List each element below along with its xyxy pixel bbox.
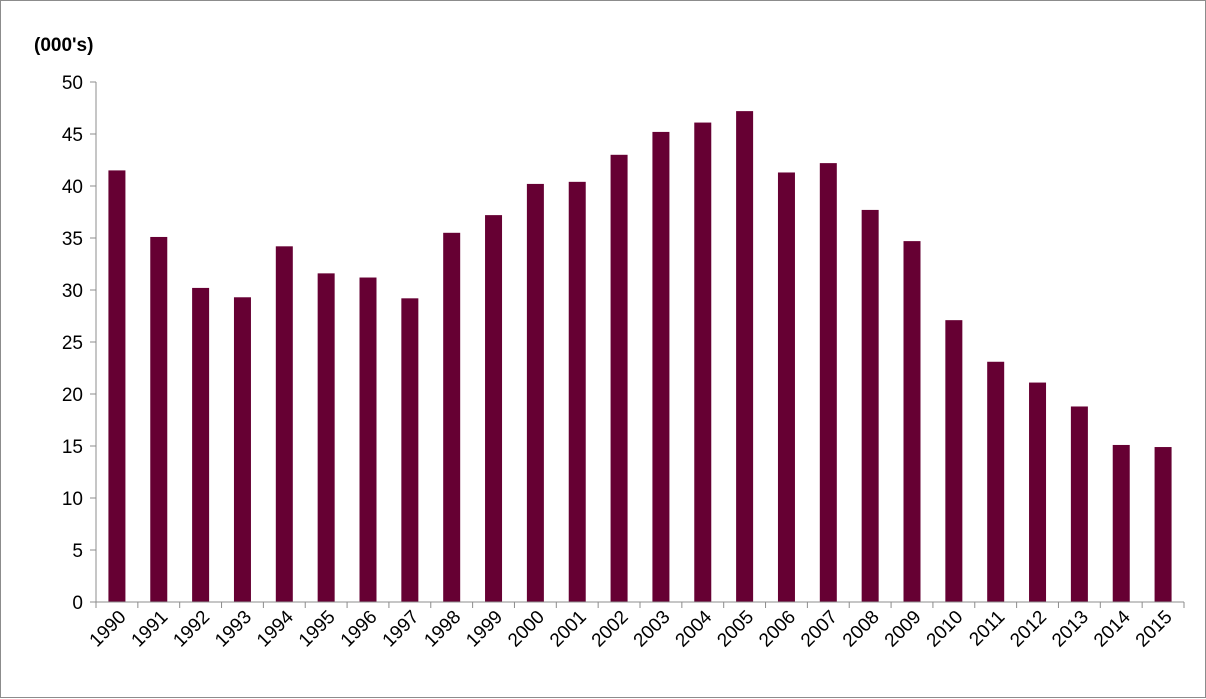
x-tick-label-1998: 1998 [420, 607, 465, 652]
bar-2011 [987, 361, 1005, 602]
bar-1994 [275, 246, 293, 602]
x-tick-label-2010: 2010 [923, 607, 968, 652]
bar-2009 [903, 241, 921, 602]
x-tick-label-2002: 2002 [588, 607, 633, 652]
x-tick-label-2009: 2009 [881, 607, 926, 652]
bars-layer [108, 111, 1172, 603]
bar-1997 [401, 298, 419, 602]
x-tick-label-2006: 2006 [755, 607, 800, 652]
bar-2000 [526, 183, 544, 603]
bar-1998 [443, 232, 461, 603]
x-tick-label-2004: 2004 [672, 606, 717, 651]
y-tick-label-5: 5 [72, 541, 83, 562]
y-tick-label-20: 20 [62, 385, 83, 406]
x-tick-label-2014: 2014 [1090, 606, 1135, 651]
bar-1991 [150, 236, 168, 602]
x-tick-label-1996: 1996 [337, 607, 382, 652]
bar-2008 [861, 209, 879, 603]
y-tick-label-25: 25 [62, 333, 83, 354]
x-tick-label-2012: 2012 [1006, 607, 1051, 652]
y-tick-label-10: 10 [62, 489, 83, 510]
bar-2012 [1029, 382, 1047, 602]
x-tick-label-2007: 2007 [797, 607, 842, 652]
bar-2013 [1070, 406, 1088, 602]
bar-2003 [652, 131, 670, 603]
y-tick-label-45: 45 [62, 125, 83, 146]
x-tick-label-2000: 2000 [504, 607, 549, 652]
x-tick-label-1994: 1994 [253, 606, 298, 651]
x-tick-label-2015: 2015 [1132, 607, 1177, 652]
bar-2004 [694, 122, 712, 602]
x-tick-label-1995: 1995 [295, 607, 340, 652]
bar-2014 [1112, 444, 1130, 602]
x-tick-label-2013: 2013 [1048, 607, 1093, 652]
bar-2001 [568, 181, 586, 602]
bar-1999 [485, 215, 503, 602]
bar-1993 [233, 297, 251, 602]
x-tick-label-1991: 1991 [128, 607, 173, 652]
x-tick-label-2003: 2003 [630, 607, 675, 652]
y-axis-label: (000's) [34, 35, 93, 56]
y-tick-label-30: 30 [62, 281, 83, 302]
bar-1990 [108, 170, 126, 602]
bar-1992 [192, 287, 210, 602]
bar-2006 [777, 172, 795, 603]
y-tick-label-40: 40 [62, 177, 83, 198]
x-tick-label-1992: 1992 [169, 607, 214, 652]
x-tick-label-2005: 2005 [713, 607, 758, 652]
x-tick-label-2008: 2008 [839, 607, 884, 652]
bar-1996 [359, 277, 377, 602]
y-tick-label-0: 0 [72, 593, 83, 614]
x-tick-label-1993: 1993 [211, 607, 256, 652]
bar-2005 [736, 111, 754, 603]
x-tick-label-2011: 2011 [965, 607, 1009, 651]
x-tick-label-1999: 1999 [462, 607, 507, 652]
bar-2007 [819, 163, 837, 602]
y-tick-label-35: 35 [62, 229, 83, 250]
bar-1995 [317, 273, 335, 602]
bar-2015 [1154, 447, 1172, 602]
x-tick-label-1997: 1997 [379, 607, 424, 652]
x-tick-label-2001: 2001 [546, 607, 591, 652]
bar-2002 [610, 154, 628, 603]
y-tick-label-15: 15 [62, 437, 83, 458]
x-tick-label-1990: 1990 [86, 607, 131, 652]
bar-2010 [945, 320, 963, 602]
y-tick-label-50: 50 [62, 73, 83, 94]
